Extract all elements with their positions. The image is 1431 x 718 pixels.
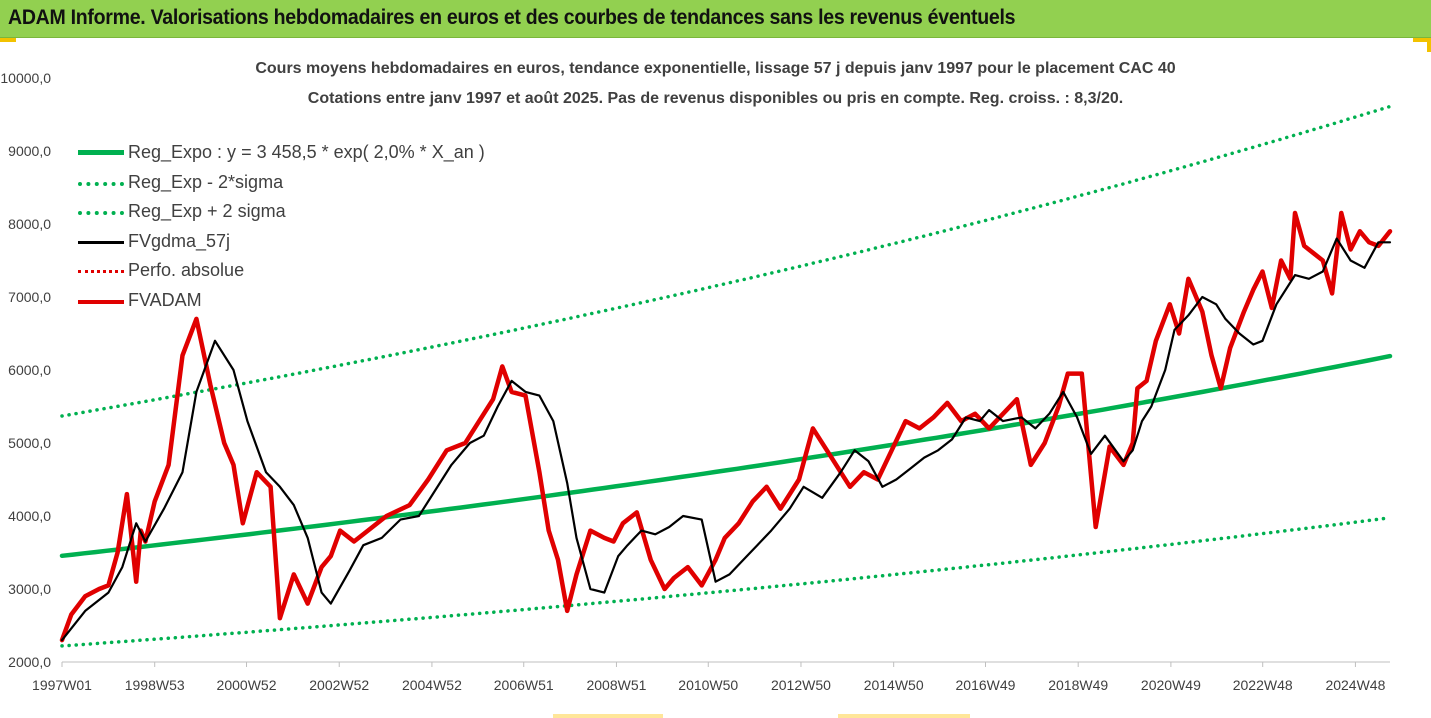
chart-subtitle: Cotations entre janv 1997 et août 2025. … — [307, 90, 1124, 107]
x-tick-label: 2008W51 — [586, 677, 646, 693]
bottom-strip-left — [553, 714, 663, 718]
x-tick-label: 2004W52 — [402, 677, 462, 693]
series-reg-exp-minus — [60, 516, 1392, 648]
legend-swatch-perfo-absolue — [78, 270, 124, 273]
series-fvadam — [59, 210, 1393, 643]
legend-item-reg-exp-plus: Reg_Exp + 2 sigma — [78, 200, 498, 224]
legend-label-perfo-absolue: Perfo. absolue — [128, 260, 245, 280]
x-tick-label: 2012W50 — [771, 677, 831, 693]
legend-label-fvgdma: FVgdma_57j — [128, 231, 231, 251]
series-fvgdma — [60, 237, 1392, 642]
y-tick-label: 2000,0 — [8, 654, 51, 670]
x-tick-label: 1998W53 — [125, 677, 185, 693]
y-tick-label: 10000,0 — [0, 70, 51, 86]
y-tick-label: 7000,0 — [8, 289, 51, 305]
legend-item-reg-expo: Reg_Expo : y = 3 458,5 * exp( 2,0% * X_a… — [78, 141, 498, 165]
chart-title: Cours moyens hebdomadaires en euros, ten… — [255, 60, 1176, 77]
x-tick-label: 2010W50 — [678, 677, 738, 693]
banner-title: ADAM Informe. Valorisations hebdomadaire… — [8, 6, 1016, 29]
legend-label-reg-exp-minus: Reg_Exp - 2*sigma — [128, 172, 284, 192]
series-reg-expo — [59, 353, 1393, 559]
x-tick-label: 1997W01 — [32, 677, 92, 693]
x-tick-label: 2016W49 — [956, 677, 1016, 693]
x-tick-label: 2020W49 — [1141, 677, 1201, 693]
series-layer — [59, 104, 1393, 648]
corner-mark-right-vertical — [1427, 38, 1431, 52]
x-tick-label: 2024W48 — [1325, 677, 1385, 693]
corner-mark-right — [1413, 38, 1431, 42]
y-axis: 2000,0 3000,0 4000,0 5000,0 6000,0 7000,0 8000… — [0, 70, 51, 670]
legend-swatch-fvadam — [78, 300, 124, 304]
legend-item-fvadam: FVADAM — [78, 289, 498, 313]
legend-swatch-reg-exp-minus — [78, 182, 124, 186]
legend-label-fvadam: FVADAM — [128, 290, 202, 310]
corner-mark-left — [0, 38, 16, 42]
x-tick-label: 2002W52 — [309, 677, 369, 693]
y-tick-label: 8000,0 — [8, 216, 51, 232]
y-tick-label: 6000,0 — [8, 362, 51, 378]
x-tick-label: 2000W52 — [217, 677, 277, 693]
y-tick-label: 9000,0 — [8, 143, 51, 159]
x-tick-label: 2022W48 — [1233, 677, 1293, 693]
legend-item-fvgdma: FVgdma_57j — [78, 230, 498, 254]
legend-swatch-reg-expo — [78, 150, 124, 155]
y-tick-label: 5000,0 — [8, 435, 51, 451]
y-tick-label: 3000,0 — [8, 581, 51, 597]
legend-label-reg-exp-plus: Reg_Exp + 2 sigma — [128, 201, 286, 221]
legend-label-reg-expo: Reg_Expo : y = 3 458,5 * exp( 2,0% * X_a… — [128, 142, 485, 162]
legend-swatch-reg-exp-plus — [78, 211, 124, 215]
legend-swatch-fvgdma — [78, 241, 124, 244]
bottom-strip-right — [838, 714, 970, 718]
y-tick-label: 4000,0 — [8, 508, 51, 524]
x-tick-label: 2006W51 — [494, 677, 554, 693]
banner: ADAM Informe. Valorisations hebdomadaire… — [0, 0, 1431, 38]
x-tick-label: 2018W49 — [1048, 677, 1108, 693]
x-axis: 1997W01 1998W53 2000W52 2002W52 2004W52 2006W… — [32, 661, 1390, 693]
legend-item-reg-exp-minus: Reg_Exp - 2*sigma — [78, 171, 498, 195]
legend-item-perfo-absolue: Perfo. absolue — [78, 259, 498, 283]
x-tick-label: 2014W50 — [864, 677, 924, 693]
